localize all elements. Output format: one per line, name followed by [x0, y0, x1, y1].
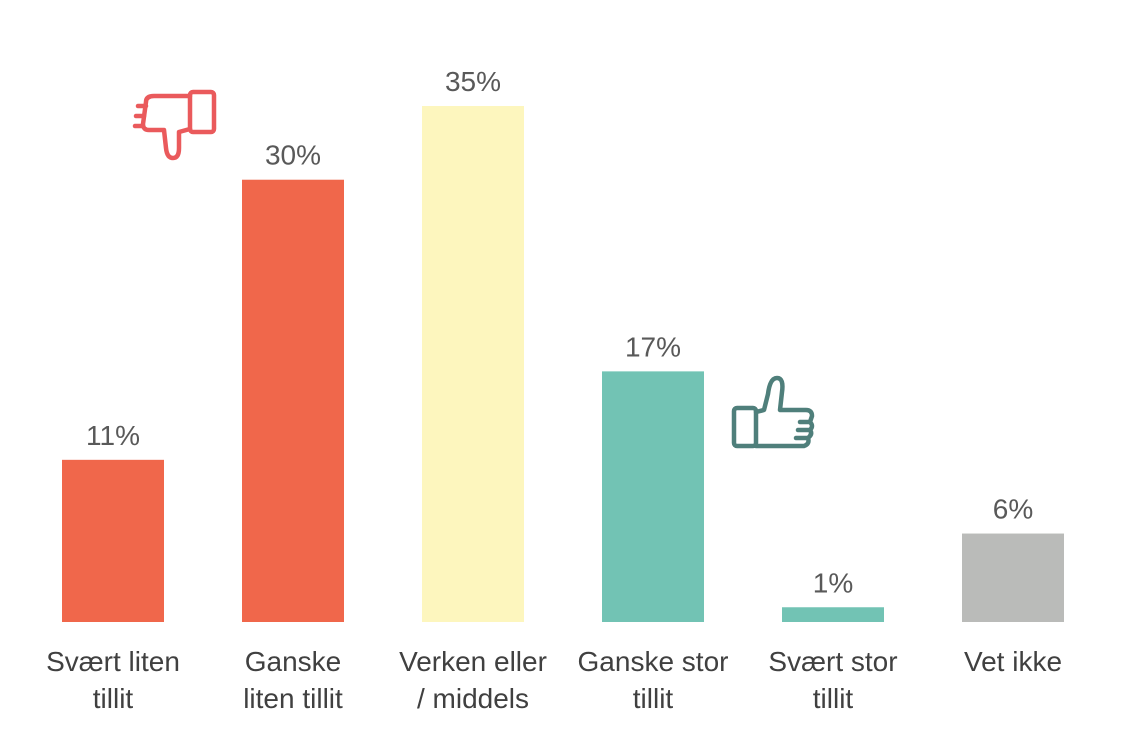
category-label-0-line-0: Svært liten — [46, 646, 180, 677]
bar-5 — [962, 533, 1064, 622]
category-label-4-line-0: Svært stor — [768, 646, 897, 677]
value-label-2: 35% — [445, 66, 501, 97]
category-labels-group: Svært liten tillit Ganske liten tillit Verke… — [46, 646, 1062, 714]
category-label-3-line-1: tillit — [633, 683, 674, 714]
value-label-4: 1% — [813, 567, 853, 598]
thumbs-down-icon — [132, 89, 217, 161]
category-label-3-line-0: Ganske stor — [578, 646, 729, 677]
value-label-0: 11% — [86, 420, 140, 451]
category-label-1-line-0: Ganske — [245, 646, 342, 677]
value-label-5: 6% — [993, 494, 1033, 525]
bar-0 — [62, 459, 164, 622]
category-label-0-line-1: tillit — [93, 683, 134, 714]
bar-2 — [422, 106, 524, 622]
value-labels-group: 11% 30% 35% 17% 1% 6% — [86, 66, 1033, 598]
bar-3 — [602, 371, 704, 622]
category-label-5-line-0: Vet ikke — [964, 646, 1062, 677]
category-label-2-line-1: / middels — [417, 683, 529, 714]
bar-1 — [242, 179, 344, 622]
category-label-2-line-0: Verken eller — [399, 646, 547, 677]
thumbs-up-icon — [731, 375, 815, 449]
bar-4 — [782, 607, 884, 622]
category-label-1-line-1: liten tillit — [243, 683, 343, 714]
value-label-1: 30% — [265, 140, 321, 171]
bars-group — [62, 106, 1064, 622]
category-label-4-line-1: tillit — [813, 683, 854, 714]
value-label-3: 17% — [625, 331, 681, 362]
